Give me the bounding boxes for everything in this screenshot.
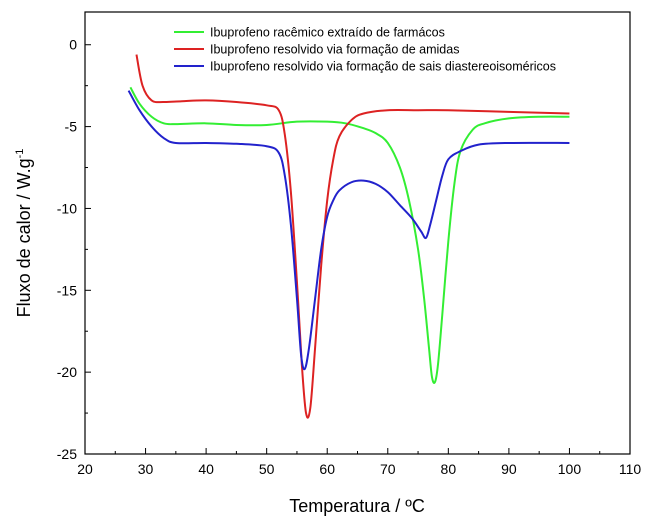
legend: Ibuprofeno racêmico extraído de farmácos… xyxy=(174,26,556,74)
x-axis-ticks: 20 30 40 50 60 70 80 90 100 110 xyxy=(77,448,641,477)
y-axis-title-main: Fluxo de calor / W.g xyxy=(14,158,34,317)
x-tick-label: 30 xyxy=(138,461,154,477)
x-tick-label: 90 xyxy=(501,461,517,477)
x-tick-label: 20 xyxy=(77,461,93,477)
x-tick-label: 110 xyxy=(619,461,642,477)
plot-area xyxy=(84,11,631,455)
y-axis-title: Fluxo de calor / W.g-1 xyxy=(14,149,34,318)
y-tick-label: -20 xyxy=(57,364,77,380)
legend-label: Ibuprofeno resolvido via formação de ami… xyxy=(210,43,459,57)
x-tick-label: 50 xyxy=(259,461,275,477)
series-layer xyxy=(127,54,570,419)
y-tick-label: -5 xyxy=(65,119,78,135)
x-axis-title: Temperatura / ºC xyxy=(289,496,425,516)
series-line-amides xyxy=(135,54,570,419)
legend-label: Ibuprofeno racêmico extraído de farmácos xyxy=(210,26,445,40)
y-tick-label: -10 xyxy=(57,200,77,216)
y-tick-label: -15 xyxy=(57,282,77,298)
x-tick-label: 60 xyxy=(319,461,335,477)
x-tick-label: 40 xyxy=(198,461,214,477)
legend-label: Ibuprofeno resolvido via formação de sai… xyxy=(210,60,556,74)
y-tick-label: -25 xyxy=(57,446,77,462)
y-tick-label: 0 xyxy=(69,37,77,53)
x-tick-label: 100 xyxy=(558,461,582,477)
x-tick-label: 80 xyxy=(441,461,457,477)
x-tick-label: 70 xyxy=(380,461,396,477)
y-axis-ticks: 0 -5 -10 -15 -20 -25 xyxy=(57,37,91,462)
y-axis-title-superscript: -1 xyxy=(14,149,26,159)
series-line-diastereomeric-salts xyxy=(127,90,570,371)
